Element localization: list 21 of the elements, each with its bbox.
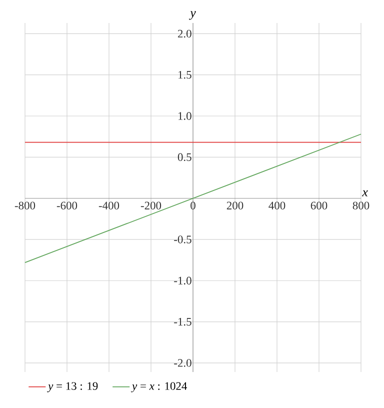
y-tick-label: 1.0 [178,112,192,120]
x-tick-label: -400 [98,202,120,210]
x-tick-label: 800 [352,202,370,210]
y-tick-label: -1.0 [174,276,192,285]
y-tick-label: -0.5 [174,236,192,244]
y-tick-label: -2.0 [174,359,192,367]
x-tick-label: 600 [310,202,328,210]
x-tick-label: 0 [190,202,196,210]
x-tick-label: -800 [14,202,36,210]
y-axis-title: y [189,11,196,20]
x-axis-title: x [362,190,368,196]
x-tick-label: -200 [140,202,162,210]
legend-label: y = x : 1024 [131,382,187,392]
legend-label: y = 13 : 19 [47,382,98,392]
x-tick-label: -600 [56,202,78,210]
y-tick-label: 1.5 [178,70,192,79]
y-tick-label: -1.5 [174,318,192,326]
x-tick-label: 400 [268,202,286,210]
y-tick-label: 0.5 [178,153,192,162]
y-tick-label: 2.0 [178,30,192,38]
x-tick-label: 200 [226,202,244,210]
